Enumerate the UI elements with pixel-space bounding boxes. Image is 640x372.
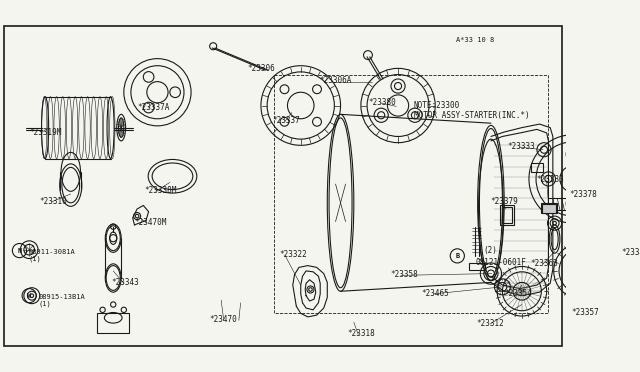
Text: B: B — [455, 253, 460, 259]
Text: *23470M: *23470M — [134, 218, 167, 227]
Text: *23306: *23306 — [248, 64, 275, 73]
Bar — [541, 203, 557, 214]
Text: *23343: *23343 — [111, 278, 140, 287]
Text: W: W — [27, 293, 31, 299]
Text: *23318: *23318 — [348, 329, 376, 338]
Text: (2): (2) — [483, 246, 497, 255]
Text: *23363: *23363 — [531, 259, 559, 267]
Text: 08911-3081A
(1): 08911-3081A (1) — [28, 249, 75, 262]
Text: *23310: *23310 — [40, 197, 68, 206]
Text: *23338M: *23338M — [144, 186, 177, 195]
Text: *23337A: *23337A — [137, 103, 170, 112]
Text: *23378: *23378 — [570, 190, 597, 199]
Text: *23337: *23337 — [273, 116, 300, 125]
Text: N: N — [17, 248, 22, 254]
Text: *23358: *23358 — [390, 270, 418, 279]
Bar — [469, 263, 484, 270]
Text: *23312: *23312 — [476, 319, 504, 328]
Text: *23380: *23380 — [368, 97, 396, 106]
Text: *23333: *23333 — [536, 175, 564, 185]
Text: A*33 10 8: A*33 10 8 — [456, 38, 494, 44]
Text: *23465: *23465 — [421, 289, 449, 298]
Text: *23379: *23379 — [490, 197, 518, 206]
Bar — [542, 204, 556, 212]
Text: *23341: *23341 — [621, 248, 640, 257]
Text: 08121-0601F: 08121-0601F — [476, 258, 527, 267]
Text: *23322: *23322 — [280, 250, 307, 259]
Text: *23470: *23470 — [210, 315, 237, 324]
Text: *23357: *23357 — [572, 308, 599, 317]
Bar — [500, 205, 514, 225]
Text: *23354: *23354 — [504, 289, 532, 298]
Bar — [502, 207, 512, 223]
Bar — [531, 163, 543, 172]
Bar — [97, 313, 129, 333]
Text: *23333: *23333 — [508, 142, 536, 151]
Text: *23319M: *23319M — [29, 128, 61, 137]
Text: 08915-13B1A
(1): 08915-13B1A (1) — [38, 294, 84, 307]
Text: *23306A: *23306A — [319, 76, 352, 85]
Text: NOTE:23300
MOTOR ASSY-STARTER(INC.*): NOTE:23300 MOTOR ASSY-STARTER(INC.*) — [414, 101, 529, 121]
